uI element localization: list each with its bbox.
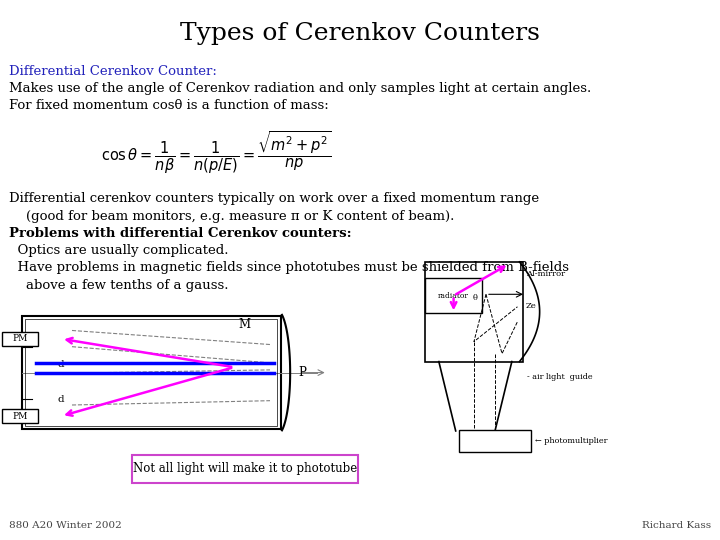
Text: above a few tenths of a gauss.: above a few tenths of a gauss. — [9, 279, 229, 292]
Text: Differential Cerenkov Counter:: Differential Cerenkov Counter: — [9, 65, 217, 78]
Text: Al-mirror: Al-mirror — [526, 270, 565, 278]
Bar — [459, 430, 531, 452]
Bar — [425, 278, 482, 313]
Text: Types of Cerenkov Counters: Types of Cerenkov Counters — [180, 22, 540, 45]
Text: Optics are usually complicated.: Optics are usually complicated. — [9, 244, 229, 257]
Bar — [2, 409, 38, 423]
Text: Have problems in magnetic fields since phototubes must be shielded from B-fields: Have problems in magnetic fields since p… — [9, 261, 570, 274]
Text: radiator: radiator — [438, 292, 469, 300]
Text: (good for beam monitors, e.g. measure π or K content of beam).: (good for beam monitors, e.g. measure π … — [9, 210, 455, 222]
Text: - air light  guide: - air light guide — [527, 373, 593, 381]
Text: P: P — [299, 366, 307, 379]
Text: Richard Kass: Richard Kass — [642, 521, 711, 530]
Text: θ: θ — [473, 294, 477, 302]
Text: PM: PM — [12, 411, 28, 421]
Bar — [2, 332, 38, 346]
Text: 880 A20 Winter 2002: 880 A20 Winter 2002 — [9, 521, 122, 530]
Text: For fixed momentum cosθ is a function of mass:: For fixed momentum cosθ is a function of… — [9, 99, 329, 112]
Text: Makes use of the angle of Cerenkov radiation and only samples light at certain a: Makes use of the angle of Cerenkov radia… — [9, 82, 592, 95]
Text: Problems with differential Cerenkov counters:: Problems with differential Cerenkov coun… — [9, 227, 352, 240]
Text: M: M — [239, 318, 251, 330]
Text: Differential cerenkov counters typically on work over a fixed momentum range: Differential cerenkov counters typically… — [9, 192, 539, 205]
FancyBboxPatch shape — [132, 455, 358, 483]
Text: Not all light will make it to phototube: Not all light will make it to phototube — [132, 462, 357, 475]
Bar — [25, 319, 277, 426]
Text: $\cos\theta = \dfrac{1}{n\beta} = \dfrac{1}{n(p/E)} = \dfrac{\sqrt{m^2+p^2}}{np}: $\cos\theta = \dfrac{1}{n\beta} = \dfrac… — [101, 130, 331, 176]
Bar — [425, 262, 523, 362]
Text: Ze: Ze — [526, 302, 536, 310]
Text: d: d — [58, 360, 65, 369]
Bar — [22, 316, 281, 429]
Text: d: d — [58, 395, 65, 404]
Text: PM: PM — [12, 334, 28, 343]
Text: ← photomultiplier: ← photomultiplier — [535, 437, 608, 445]
